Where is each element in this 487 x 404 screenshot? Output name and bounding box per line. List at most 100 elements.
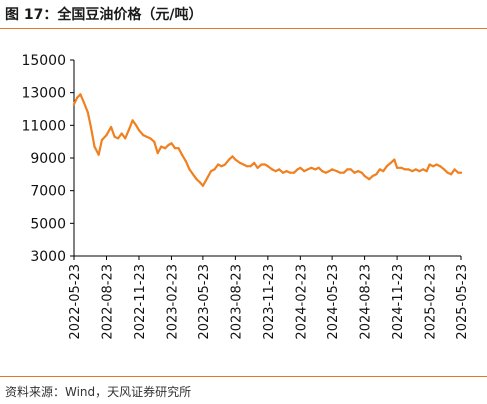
data-point [363, 174, 366, 178]
y-tick-label: 9000 [30, 151, 66, 167]
data-point [457, 171, 460, 174]
x-tick-label: 2024-02-23 [294, 264, 309, 340]
data-point [160, 145, 163, 148]
data-point [86, 111, 89, 114]
x-tick-label: 2022-11-23 [133, 264, 148, 340]
x-tick-label: 2024-08-23 [359, 264, 374, 340]
x-axis: 2022-05-23 2022-08-23 2022-11-23 2023-02-23… [68, 255, 470, 340]
data-point [188, 168, 191, 171]
x-tick-label: 2022-08-23 [100, 264, 115, 340]
data-point [353, 171, 356, 174]
data-point [173, 147, 177, 150]
y-tick-label: 13000 [21, 86, 66, 102]
data-point [110, 125, 113, 129]
data-point [371, 174, 374, 178]
data-point [314, 168, 317, 171]
data-point [296, 168, 299, 171]
data-point [79, 93, 82, 96]
data-point [349, 168, 352, 171]
data-point [131, 119, 134, 122]
data-point [120, 132, 123, 135]
data-point [285, 170, 288, 173]
data-point [184, 160, 187, 163]
x-tick-label: 2023-08-23 [229, 264, 244, 340]
data-point [389, 161, 392, 164]
series-line [72, 93, 463, 187]
data-point [231, 155, 234, 158]
data-point [124, 137, 127, 140]
figure-title: 图 17：全国豆油价格（元/吨） [5, 7, 203, 23]
data-point [443, 168, 446, 171]
data-point [396, 166, 399, 169]
y-tick-label: 5000 [30, 216, 66, 232]
data-point [446, 171, 449, 174]
data-point [195, 178, 198, 181]
data-point [82, 101, 85, 104]
data-point [170, 142, 173, 145]
data-point [368, 178, 371, 181]
data-point [245, 165, 249, 168]
data-point [339, 171, 342, 174]
x-tick-label: 2024-05-23 [326, 264, 341, 340]
data-point [331, 168, 334, 171]
data-point [227, 158, 231, 161]
data-point [385, 165, 388, 168]
data-point [292, 171, 296, 174]
data-point [346, 168, 349, 171]
data-point [253, 161, 256, 164]
data-point [378, 168, 381, 171]
data-point [278, 168, 281, 171]
series-layer [72, 93, 463, 187]
data-point [89, 125, 92, 129]
data-point [100, 138, 103, 142]
data-point [117, 137, 120, 140]
y-tick-label: 7000 [30, 184, 66, 200]
data-point [375, 173, 378, 176]
data-point [299, 166, 302, 169]
data-point [453, 168, 456, 171]
data-point [321, 170, 324, 173]
data-point [199, 181, 202, 184]
data-point [127, 129, 130, 132]
price-line-chart: 15000 13000 11000 9000 7000 5000 3000 2022-05-… [21, 53, 470, 340]
data-point [450, 173, 453, 176]
y-tick-label: 15000 [21, 53, 66, 69]
data-point [303, 170, 306, 173]
data-point [260, 163, 263, 166]
data-point [281, 171, 285, 174]
source-note: 资料来源：Wind，天风证券研究所 [5, 385, 192, 399]
data-point [113, 135, 116, 138]
data-point [414, 168, 417, 171]
data-point [266, 165, 269, 168]
data-point [310, 166, 313, 169]
data-point [72, 103, 76, 106]
data-point [342, 171, 345, 174]
data-point [93, 145, 96, 148]
data-point [206, 176, 209, 179]
data-point [217, 163, 220, 166]
data-point [263, 163, 267, 166]
data-point [145, 135, 148, 138]
data-point [393, 158, 396, 161]
data-point [306, 168, 309, 171]
data-point [135, 124, 138, 127]
data-point [400, 166, 403, 169]
x-tick-label: 2024-11-23 [391, 264, 406, 340]
data-point [137, 129, 141, 132]
data-point [149, 137, 152, 140]
data-point [191, 173, 195, 176]
data-point [256, 166, 259, 169]
data-point [324, 171, 327, 174]
x-tick-label: 2023-11-23 [262, 264, 277, 340]
data-point [142, 134, 145, 137]
data-point [224, 163, 227, 166]
data-point [234, 158, 237, 161]
data-point [180, 153, 184, 156]
data-point [328, 170, 331, 173]
y-tick-label: 11000 [21, 118, 66, 134]
data-point [209, 170, 213, 173]
data-point [289, 171, 292, 174]
data-point [422, 168, 425, 171]
x-tick-label: 2025-02-23 [424, 264, 439, 340]
x-tick-label: 2022-05-23 [68, 264, 83, 340]
